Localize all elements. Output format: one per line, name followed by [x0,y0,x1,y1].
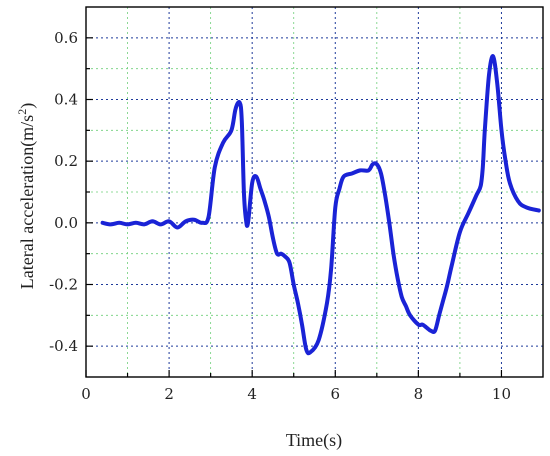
x-tick-label: 4 [247,385,257,403]
y-axis-title-end: ) [17,103,38,109]
x-tick-label: 2 [164,385,174,403]
series-line [100,54,541,356]
x-tick-labels: 0 2 4 6 8 10 [81,385,511,403]
y-tick-label: 0.6 [54,29,78,47]
y-tick-label: 0.4 [54,91,78,109]
y-tick-labels: 0.6 0.4 0.2 0.0 -0.2 -0.4 [49,29,78,355]
grid [86,7,543,377]
y-axis-title: Lateral acceleration(m/s2) [15,103,38,289]
y-axis-title-main: Lateral acceleration(m/s [17,115,38,289]
x-tick-label: 6 [330,385,340,403]
x-tick-label: 10 [492,385,511,403]
x-tick-label: 0 [81,385,91,403]
axis-ticks [85,37,503,377]
y-tick-label: -0.4 [49,337,78,355]
y-axis-title-sup: 2 [15,109,29,115]
y-tick-label: -0.2 [49,276,78,294]
x-tick-label: 8 [414,385,424,403]
x-axis-title: Time(s) [286,430,342,451]
plot-frame [85,6,544,378]
y-tick-label: 0.2 [54,152,78,170]
series-layer [100,54,541,356]
y-tick-label: 0.0 [54,214,78,232]
